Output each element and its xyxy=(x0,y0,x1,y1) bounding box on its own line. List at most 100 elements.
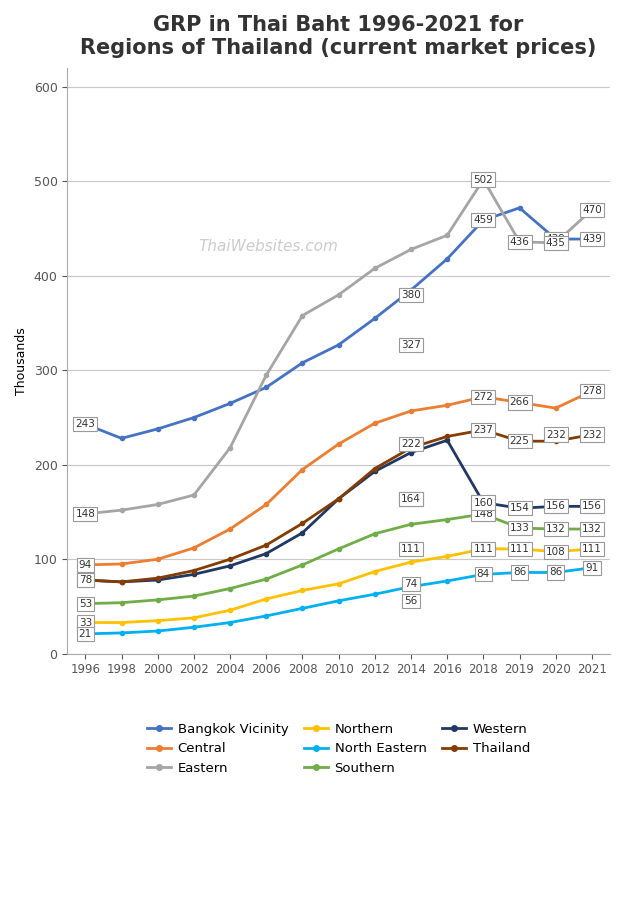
Central xyxy=(408,406,415,417)
Northern xyxy=(443,551,451,562)
Central xyxy=(262,499,270,510)
Eastern xyxy=(299,310,306,321)
Text: 164: 164 xyxy=(401,494,421,504)
Western xyxy=(443,435,451,446)
Bangkok Vicinity xyxy=(443,253,451,264)
Western xyxy=(516,503,523,514)
Southern xyxy=(552,523,559,534)
Central xyxy=(82,559,89,570)
Eastern xyxy=(443,230,451,241)
North Eastern xyxy=(552,567,559,578)
Northern xyxy=(299,585,306,596)
Text: 164: 164 xyxy=(401,494,421,504)
Text: 132: 132 xyxy=(546,524,566,534)
Text: 91: 91 xyxy=(585,563,599,573)
North Eastern xyxy=(335,595,342,606)
Title: GRP in Thai Baht 1996-2021 for
Regions of Thailand (current market prices): GRP in Thai Baht 1996-2021 for Regions o… xyxy=(81,15,597,58)
Bangkok Vicinity xyxy=(335,340,342,351)
Text: 380: 380 xyxy=(401,290,421,300)
Text: 439: 439 xyxy=(582,234,602,244)
Western xyxy=(408,447,415,458)
Bangkok Vicinity xyxy=(516,202,523,213)
Text: 272: 272 xyxy=(473,392,493,402)
Text: 111: 111 xyxy=(473,543,493,554)
Central xyxy=(190,543,198,554)
Eastern xyxy=(154,499,161,510)
Text: 266: 266 xyxy=(509,397,529,408)
North Eastern xyxy=(190,621,198,633)
Thailand xyxy=(299,518,306,529)
Text: 86: 86 xyxy=(549,567,562,577)
North Eastern xyxy=(588,562,596,573)
Text: 78: 78 xyxy=(79,575,92,585)
Central xyxy=(154,554,161,565)
Central xyxy=(443,399,451,410)
Central xyxy=(479,391,487,402)
Line: Central: Central xyxy=(83,389,594,567)
Western xyxy=(226,560,234,571)
North Eastern xyxy=(262,610,270,621)
Text: 111: 111 xyxy=(401,543,421,554)
Text: 232: 232 xyxy=(546,430,566,440)
Text: 502: 502 xyxy=(474,174,493,185)
Bangkok Vicinity xyxy=(82,419,89,430)
Line: Eastern: Eastern xyxy=(83,177,594,516)
Text: 160: 160 xyxy=(474,498,493,508)
Bangkok Vicinity xyxy=(118,433,125,444)
Bangkok Vicinity xyxy=(408,285,415,296)
Bangkok Vicinity xyxy=(262,382,270,393)
Text: 74: 74 xyxy=(404,579,418,588)
Northern xyxy=(82,617,89,628)
Text: 156: 156 xyxy=(582,501,602,511)
Eastern xyxy=(262,370,270,381)
Northern xyxy=(154,615,161,626)
Southern xyxy=(154,594,161,605)
Legend: Bangkok Vicinity, Central, Eastern, Northern, North Eastern, Southern, Western, : Bangkok Vicinity, Central, Eastern, Nort… xyxy=(141,716,537,781)
Southern xyxy=(408,519,415,530)
Southern xyxy=(335,543,342,554)
Eastern xyxy=(408,244,415,255)
Western xyxy=(588,501,596,512)
North Eastern xyxy=(226,617,234,628)
Northern xyxy=(190,612,198,623)
Text: 148: 148 xyxy=(76,509,95,519)
Thailand xyxy=(516,436,523,447)
Text: 21: 21 xyxy=(79,629,92,639)
Bangkok Vicinity xyxy=(552,233,559,244)
Eastern xyxy=(190,489,198,500)
Bangkok Vicinity xyxy=(299,357,306,368)
Central xyxy=(371,418,379,429)
Text: 243: 243 xyxy=(76,420,95,430)
Text: 132: 132 xyxy=(582,524,602,534)
Thailand xyxy=(226,554,234,565)
Thailand xyxy=(154,573,161,584)
Northern xyxy=(479,543,487,554)
Central xyxy=(552,403,559,414)
Southern xyxy=(588,523,596,534)
Text: 237: 237 xyxy=(473,425,493,435)
Thailand xyxy=(118,577,125,588)
Eastern xyxy=(552,238,559,249)
Central xyxy=(516,397,523,408)
North Eastern xyxy=(479,569,487,580)
Thailand xyxy=(408,442,415,453)
Bangkok Vicinity xyxy=(588,233,596,244)
Eastern xyxy=(516,236,523,247)
Text: 327: 327 xyxy=(401,340,421,350)
North Eastern xyxy=(299,603,306,614)
Northern xyxy=(335,578,342,589)
Text: 232: 232 xyxy=(582,430,602,440)
Text: 222: 222 xyxy=(401,439,421,449)
Eastern xyxy=(479,174,487,185)
Bangkok Vicinity xyxy=(479,215,487,226)
Eastern xyxy=(335,289,342,300)
Text: 53: 53 xyxy=(79,599,92,609)
North Eastern xyxy=(118,627,125,638)
Line: Thailand: Thailand xyxy=(83,428,594,584)
Eastern xyxy=(118,505,125,516)
Northern xyxy=(552,546,559,557)
Eastern xyxy=(82,509,89,520)
Western xyxy=(299,527,306,538)
Western xyxy=(82,575,89,586)
North Eastern xyxy=(371,588,379,599)
